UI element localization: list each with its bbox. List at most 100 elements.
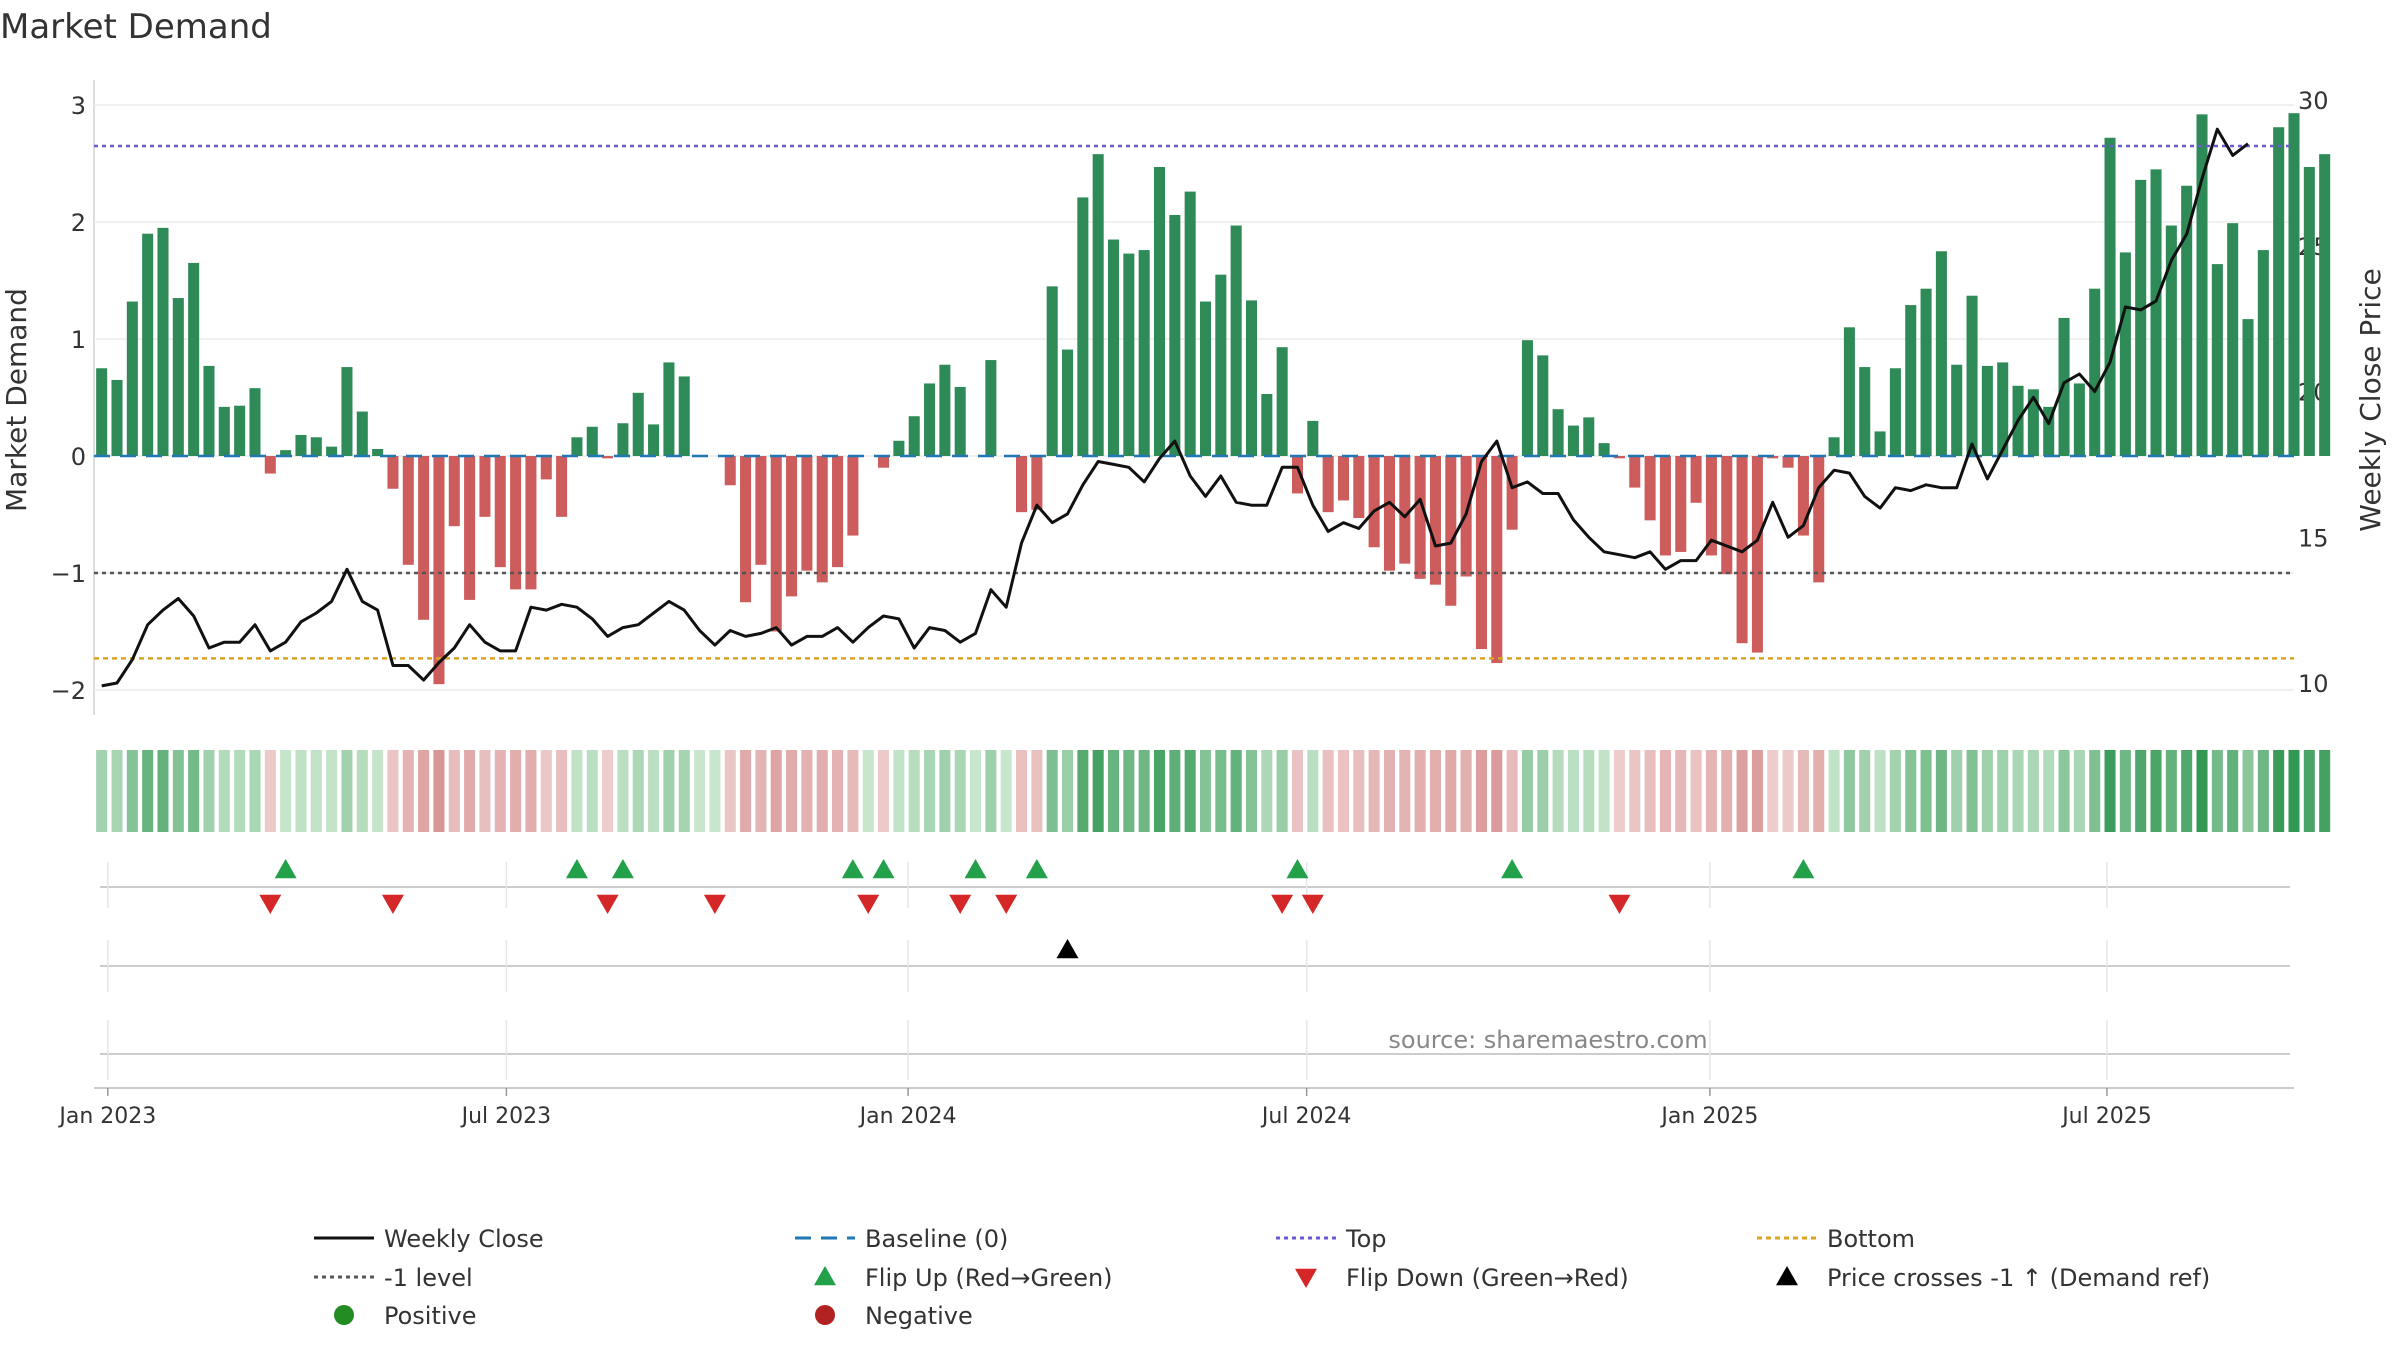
demand-bar [142, 233, 154, 456]
demand-bar [1813, 456, 1825, 583]
demand-bar [111, 379, 123, 456]
heat-cell [632, 750, 644, 832]
demand-bar [1337, 456, 1349, 501]
heat-cell [1537, 750, 1549, 832]
heat-cell [2257, 750, 2269, 832]
demand-bar [2211, 264, 2223, 456]
flip-up-marker [1286, 859, 1309, 879]
heat-cell [985, 750, 997, 832]
heat-cell [908, 750, 920, 832]
flip-up-marker [274, 859, 297, 879]
flip-up-marker [964, 859, 987, 879]
heat-cell [1705, 750, 1717, 832]
heat-cell [494, 750, 506, 832]
demand-bar [770, 456, 782, 632]
demand-bar [755, 456, 767, 565]
demand-bar [341, 367, 353, 456]
heat-cell [1644, 750, 1656, 832]
heat-cell [433, 750, 445, 832]
heat-cell [1997, 750, 2009, 832]
heat-cell [970, 750, 982, 832]
y-tick-label-left: 2 [71, 209, 86, 237]
y-tick-label-right: 15 [2298, 524, 2329, 552]
y-tick-label-left: 1 [71, 326, 86, 354]
heat-cell [1966, 750, 1978, 832]
demand-bar [1675, 456, 1687, 552]
demand-bar [1997, 362, 2009, 456]
demand-bar [249, 388, 261, 456]
heat-cell [448, 750, 460, 832]
demand-bar [1016, 456, 1028, 513]
heat-cell [724, 750, 736, 832]
demand-bar [2104, 137, 2116, 456]
heat-cell [954, 750, 966, 832]
demand-bar [479, 456, 491, 517]
demand-bar [1537, 355, 1549, 456]
heat-cell [1981, 750, 1993, 832]
heat-cell [1659, 750, 1671, 832]
demand-bar [1567, 425, 1579, 456]
heat-cell [1123, 750, 1135, 832]
demand-bar [586, 426, 598, 456]
heat-cell [510, 750, 522, 832]
flip-up-marker [1792, 859, 1815, 879]
demand-bar [1644, 456, 1656, 521]
weekly-close-line [101, 127, 2249, 688]
demand-bar [1429, 456, 1441, 585]
demand-bar [1383, 456, 1395, 571]
heat-cell [1690, 750, 1702, 832]
heat-cell [1184, 750, 1196, 832]
heat-cell [157, 750, 169, 832]
demand-bar [2027, 389, 2039, 456]
heat-cell [1567, 750, 1579, 832]
flip-down-marker [381, 894, 404, 914]
demand-bar [203, 365, 215, 456]
flip-up-marker [1501, 859, 1524, 879]
demand-bar [2119, 252, 2131, 456]
heat-cell [1491, 750, 1503, 832]
heat-cell [234, 750, 246, 832]
demand-bar [1276, 347, 1288, 456]
heat-cell [1951, 750, 1963, 832]
demand-bar [786, 456, 798, 597]
demand-bar [1782, 456, 1794, 468]
demand-bar [678, 376, 690, 456]
demand-bar [326, 446, 338, 456]
heat-cell [1353, 750, 1365, 832]
legend-swatch [1776, 1266, 1798, 1286]
demand-bar [1951, 364, 1963, 456]
x-tick-label: Jul 2025 [2060, 1104, 2152, 1129]
demand-bar [387, 456, 399, 489]
demand-bar [2135, 179, 2147, 456]
demand-heat-strip [96, 750, 2331, 832]
heat-cell [2181, 750, 2193, 832]
demand-bar [96, 368, 108, 456]
demand-bar [494, 456, 506, 568]
demand-bar [801, 456, 813, 571]
demand-bar [832, 456, 844, 568]
heat-cell [893, 750, 905, 832]
heat-cell [1414, 750, 1426, 832]
heat-cell [249, 750, 261, 832]
heat-cell [1675, 750, 1687, 832]
demand-bar [556, 456, 568, 517]
heat-cell [356, 750, 368, 832]
heat-cell [264, 750, 276, 832]
demand-bar [540, 456, 552, 480]
heat-cell [1153, 750, 1166, 832]
demand-bar [1629, 456, 1641, 488]
demand-bar [617, 423, 629, 456]
heat-cell [2273, 750, 2285, 832]
heat-cell [126, 750, 138, 832]
demand-bar [1215, 274, 1227, 456]
heat-cell [1598, 750, 1610, 832]
demand-bar [525, 456, 537, 590]
demand-bar [1046, 286, 1058, 456]
demand-bar [2273, 127, 2285, 456]
demand-bar [1445, 456, 1457, 606]
demand-bar [1981, 365, 1993, 456]
demand-bar [2319, 154, 2331, 456]
heat-cell [2043, 750, 2055, 832]
x-tick-label: Jan 2025 [1659, 1104, 1758, 1129]
demand-bar [893, 440, 905, 456]
